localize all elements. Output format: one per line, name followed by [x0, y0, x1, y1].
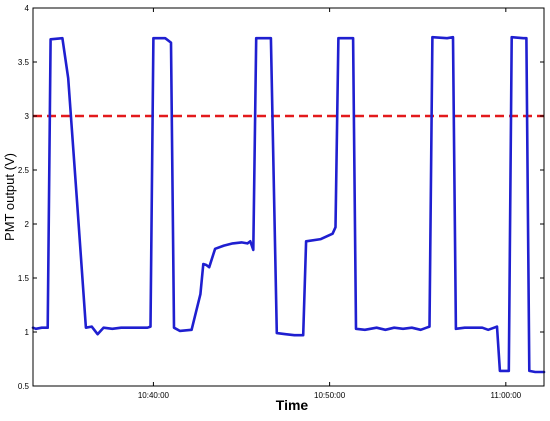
plot-area: [33, 8, 544, 386]
y-tick-label: 1.5: [18, 274, 30, 283]
plot-layer: [31, 35, 546, 374]
y-tick-label: 0.5: [18, 382, 30, 391]
y-tick-label: 2.5: [18, 166, 30, 175]
x-axis-title: Time: [276, 397, 309, 413]
y-tick-label: 1: [25, 328, 30, 337]
y-tick-label: 2: [25, 220, 30, 229]
plot-frame: [32, 7, 545, 387]
y-tick-label: 3.5: [18, 58, 30, 67]
y-tick-label: 4: [25, 4, 30, 13]
pmt-output-series-line: [31, 35, 546, 374]
y-tick-label: 3: [25, 112, 30, 121]
x-tick-label: 10:40:00: [138, 391, 170, 400]
x-tick-label: 10:50:00: [314, 391, 346, 400]
y-axis-title: PMT output (V): [2, 153, 17, 241]
x-tick-label: 11:00:00: [491, 391, 522, 400]
